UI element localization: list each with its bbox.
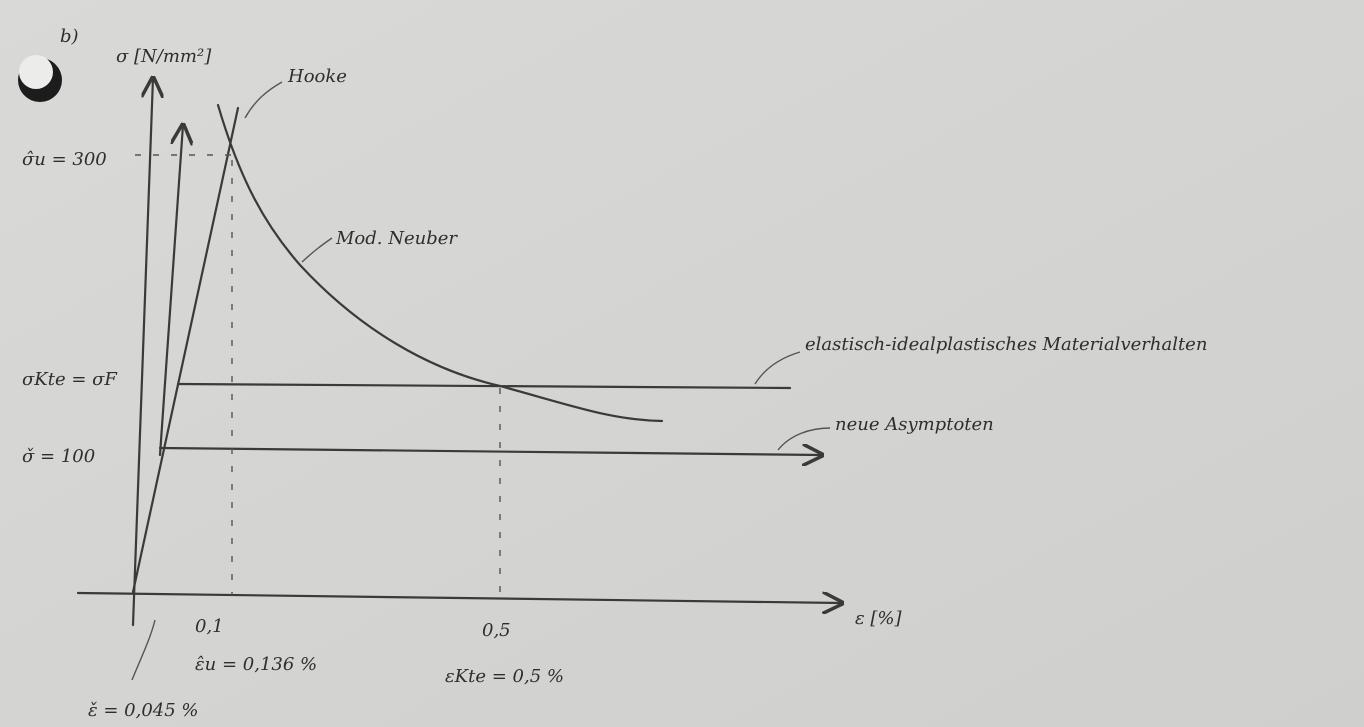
x-note: ε̌ = 0,045 % [88,700,199,721]
punch-hole-ring [19,55,53,89]
sketch: b) σ [N/mm²] ε [%] σ̂u = 300 σKte = σF σ… [0,0,1364,727]
curve-label: Mod. Neuber [335,228,458,249]
y-label: σKte = σF [22,369,118,390]
x-note: εKte = 0,5 % [445,666,564,687]
page: {"label": "b)", "axes": {"y_label": "σ [… [0,0,1364,727]
y-label: σ̌ = 100 [22,446,95,467]
y-axis-label: σ [N/mm²] [116,46,212,67]
x-label: 0,1 [195,616,224,637]
y-label: σ̂u = 300 [22,149,107,170]
x-label: 0,5 [482,620,511,641]
curve-label: Hooke [287,66,347,87]
curve-label: neue Asymptoten [835,414,994,435]
x-note: ε̂u = 0,136 % [195,654,317,675]
figure-label: b) [60,26,79,47]
x-axis-label: ε [%] [855,608,903,629]
curve-label: elastisch-idealplastisches Materialverha… [805,334,1207,355]
